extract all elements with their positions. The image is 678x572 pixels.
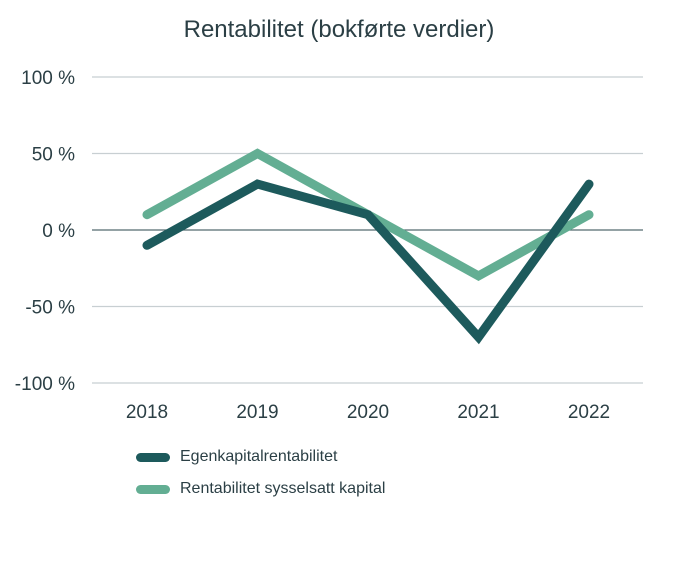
y-tick-label: -100 % xyxy=(15,374,75,395)
legend-swatch xyxy=(136,484,170,494)
legend-item: Rentabilitet sysselsatt kapital xyxy=(136,473,385,505)
legend-swatch xyxy=(136,452,170,462)
y-tick-label: 0 % xyxy=(42,221,75,242)
y-tick-label: -50 % xyxy=(25,298,75,319)
legend-label: Egenkapitalrentabilitet xyxy=(180,448,338,465)
x-tick-label: 2020 xyxy=(347,402,389,423)
x-tick-label: 2018 xyxy=(126,402,168,423)
x-tick-label: 2022 xyxy=(568,402,610,423)
y-tick-label: 50 % xyxy=(32,145,75,166)
line-chart: 100 % 50 % 0 % -50 % -100 % 2018 2019 2020 2021… xyxy=(15,68,643,423)
y-axis-ticks: 100 % 50 % 0 % -50 % -100 % xyxy=(15,68,75,395)
x-tick-label: 2021 xyxy=(457,402,499,423)
x-axis-ticks: 2018 2019 2020 2021 2022 xyxy=(126,402,610,423)
legend: Egenkapitalrentabilitet Rentabilitet syss… xyxy=(136,441,385,505)
series-lines xyxy=(142,148,594,345)
x-tick-label: 2019 xyxy=(236,402,278,423)
series-line-1 xyxy=(142,179,594,345)
legend-label: Rentabilitet sysselsatt kapital xyxy=(180,480,386,497)
chart-title: Rentabilitet (bokførte verdier) xyxy=(183,16,495,43)
legend-item: Egenkapitalrentabilitet xyxy=(136,441,385,473)
y-tick-label: 100 % xyxy=(21,68,75,89)
